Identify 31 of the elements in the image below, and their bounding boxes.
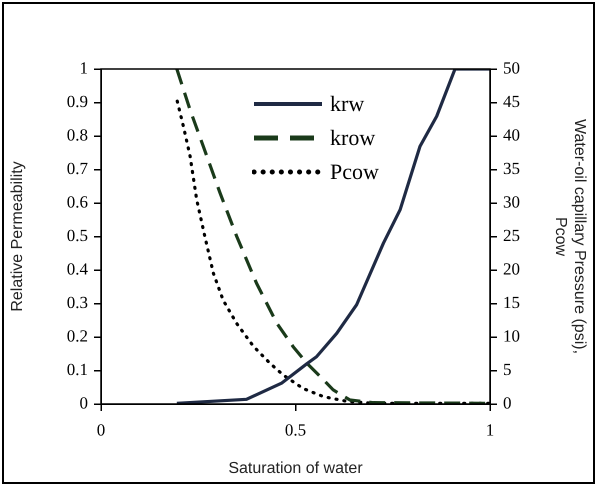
x-tick-label: 0 <box>96 420 106 440</box>
x-tick-label: 1 <box>486 420 494 440</box>
y2-tick-label: 10 <box>503 326 520 346</box>
y2-tick-label: 15 <box>503 292 520 312</box>
y2-tick-label: 40 <box>503 125 520 144</box>
y-tick-label: 0.4 <box>66 259 88 278</box>
y2-tick-label: 30 <box>503 192 520 212</box>
y-tick-label: 0.8 <box>66 125 88 144</box>
legend-label: Pcow <box>330 158 379 186</box>
y2-tick-label: 45 <box>503 92 520 111</box>
x-axis-title: Saturation of water <box>228 460 364 477</box>
y-tick-label: 0.9 <box>66 92 88 111</box>
y2-tick-label: 35 <box>503 158 520 178</box>
legend-label: krw <box>330 90 364 118</box>
legend-label: krow <box>330 124 376 152</box>
x-tick-label: 0.5 <box>284 420 306 440</box>
y2-tick-label: 50 <box>503 58 520 78</box>
y-tick-label: 1 <box>80 58 88 78</box>
y2-tick-label: 20 <box>503 259 520 278</box>
y-tick-label: 0.7 <box>66 158 88 178</box>
y2-tick-label: 0 <box>503 393 512 412</box>
y-tick-label: 0.1 <box>66 360 88 379</box>
y-tick-label: 0.3 <box>66 292 88 312</box>
y-tick-label: 0.5 <box>66 226 88 245</box>
y-tick-label: 0 <box>80 393 88 412</box>
y2-axis-title: Water-oil capillary Pressure (psi), Pcow <box>552 118 588 354</box>
y-tick-label: 0.6 <box>66 192 88 212</box>
y2-tick-label: 25 <box>503 226 520 245</box>
y-axis-title: Relative Permeability <box>9 161 26 312</box>
y-tick-label: 0.2 <box>66 326 88 346</box>
y2-tick-label: 5 <box>503 360 512 379</box>
